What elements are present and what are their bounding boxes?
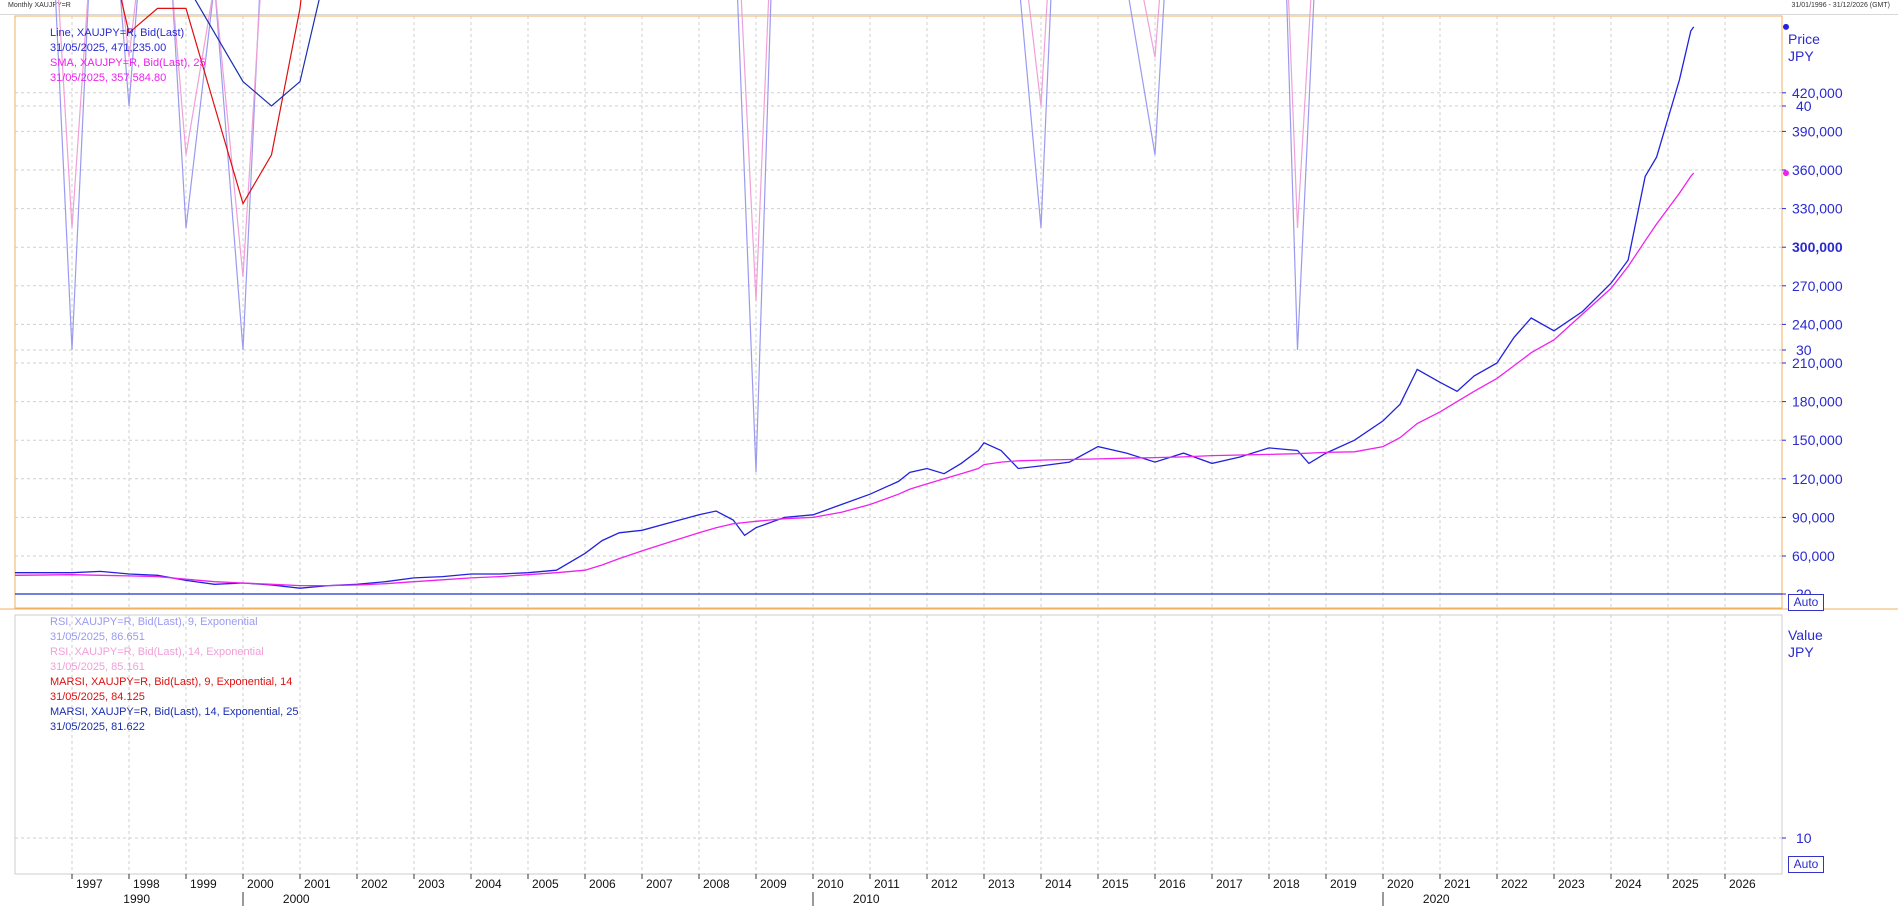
year-label-5: 2002 [361, 877, 388, 891]
rsi-legend-label-1: RSI, XAUJPY=R, Bid(Last), 14, Exponentia… [50, 646, 264, 658]
price-tick-label-1: 90,000 [1792, 509, 1835, 525]
year-label-17: 2014 [1045, 877, 1072, 891]
year-label-15: 2012 [931, 877, 958, 891]
price-tick-label-5: 210,000 [1792, 355, 1843, 371]
price-axis-title: Price JPY [1788, 31, 1820, 65]
rsi-series-1 [58, 0, 1312, 302]
price-tick-label-7: 270,000 [1792, 278, 1843, 294]
rsi-auto-button[interactable]: Auto [1788, 856, 1824, 873]
price-last-marker-1 [1783, 170, 1789, 177]
price-tick-label-9: 330,000 [1792, 201, 1843, 217]
rsi-axis-title-label: Value [1788, 627, 1823, 643]
year-label-21: 2018 [1273, 877, 1300, 891]
year-label-3: 2000 [247, 877, 274, 891]
year-label-22: 2019 [1330, 877, 1357, 891]
date-range: 31/01/1996 - 31/12/2026 (GMT) [1791, 2, 1890, 9]
rsi-series-3 [194, 0, 320, 107]
year-label-18: 2015 [1102, 877, 1129, 891]
price-legend-label-1: SMA, XAUJPY=R, Bid(Last), 25 [50, 57, 206, 69]
price-legend-label-0: Line, XAUJPY=R, Bid(Last) [50, 27, 185, 39]
year-label-1: 1998 [133, 877, 160, 891]
year-label-29: 2026 [1729, 877, 1756, 891]
price-panel-frame [14, 15, 1783, 609]
year-label-10: 2007 [646, 877, 673, 891]
price-series-0 [15, 26, 1695, 589]
chart-title: Monthly XAUJPY=R [8, 2, 71, 9]
title-bar: Monthly XAUJPY=R 31/01/1996 - 31/12/2026… [0, 0, 1898, 15]
price-tick-label-10: 360,000 [1792, 162, 1843, 178]
year-label-24: 2021 [1444, 877, 1471, 891]
decade-label-3: 2020 [1423, 892, 1450, 906]
year-label-4: 2001 [304, 877, 331, 891]
rsi-legend-value-1: 31/05/2025, 85.161 [50, 661, 145, 673]
year-label-28: 2025 [1672, 877, 1699, 891]
year-label-20: 2017 [1216, 877, 1243, 891]
price-tick-label-6: 240,000 [1792, 316, 1843, 332]
price-tick-label-0: 60,000 [1792, 548, 1835, 564]
price-legend-value-0: 31/05/2025, 471,235.00 [50, 42, 167, 54]
rsi-legend: RSI, XAUJPY=R, Bid(Last), 9, Exponential… [50, 615, 299, 735]
price-tick-label-11: 390,000 [1792, 123, 1843, 139]
year-label-13: 2010 [817, 877, 844, 891]
year-label-2: 1999 [190, 877, 217, 891]
year-label-27: 2024 [1615, 877, 1642, 891]
year-label-12: 2009 [760, 877, 787, 891]
rsi-legend-label-2: MARSI, XAUJPY=R, Bid(Last), 9, Exponenti… [50, 676, 293, 688]
price-last-marker-0 [1783, 23, 1789, 30]
year-label-9: 2006 [589, 877, 616, 891]
rsi-series-0 [55, 0, 1315, 473]
decade-label-0: 1990 [123, 892, 150, 906]
price-series-1 [14, 172, 1695, 587]
year-label-8: 2005 [532, 877, 559, 891]
price-tick-label-3: 150,000 [1792, 432, 1843, 448]
decade-label-1: 2000 [283, 892, 310, 906]
price-tick-label-2: 120,000 [1792, 471, 1843, 487]
rsi-tick-label-3: 40 [1796, 98, 1812, 114]
rsi-series-2 [120, 0, 302, 206]
year-label-25: 2022 [1501, 877, 1528, 891]
price-tick-label-4: 180,000 [1792, 394, 1843, 410]
rsi-legend-label-0: RSI, XAUJPY=R, Bid(Last), 9, Exponential [50, 616, 258, 628]
rsi-axis-unit: JPY [1788, 644, 1814, 660]
rsi-panel-frame [14, 614, 1783, 875]
price-auto-button[interactable]: Auto [1788, 594, 1824, 611]
year-label-11: 2008 [703, 877, 730, 891]
rsi-legend-value-2: 31/05/2025, 84.125 [50, 691, 145, 703]
year-label-0: 1997 [76, 877, 103, 891]
year-label-16: 2013 [988, 877, 1015, 891]
year-label-7: 2004 [475, 877, 502, 891]
rsi-legend-value-3: 31/05/2025, 81.622 [50, 721, 145, 733]
price-tick-label-8: 300,000 [1792, 239, 1843, 255]
price-axis-title-label: Price [1788, 31, 1820, 47]
rsi-legend-label-3: MARSI, XAUJPY=R, Bid(Last), 14, Exponent… [50, 706, 299, 718]
price-tick-label-12: 420,000 [1792, 85, 1843, 101]
year-label-19: 2016 [1159, 877, 1186, 891]
decade-label-2: 2010 [853, 892, 880, 906]
rsi-tick-label-0: 10 [1796, 830, 1812, 846]
rsi-axis-title: Value JPY [1788, 627, 1823, 661]
price-legend-value-1: 31/05/2025, 357,584.80 [50, 72, 167, 84]
rsi-legend-value-0: 31/05/2025, 86.651 [50, 631, 145, 643]
price-legend: Line, XAUJPY=R, Bid(Last) 31/05/2025, 471… [50, 26, 206, 86]
year-label-14: 2011 [874, 877, 900, 891]
year-label-6: 2003 [418, 877, 445, 891]
rsi-tick-label-2: 30 [1796, 342, 1812, 358]
year-label-26: 2023 [1558, 877, 1585, 891]
year-label-23: 2020 [1387, 877, 1414, 891]
price-axis-unit: JPY [1788, 48, 1814, 64]
